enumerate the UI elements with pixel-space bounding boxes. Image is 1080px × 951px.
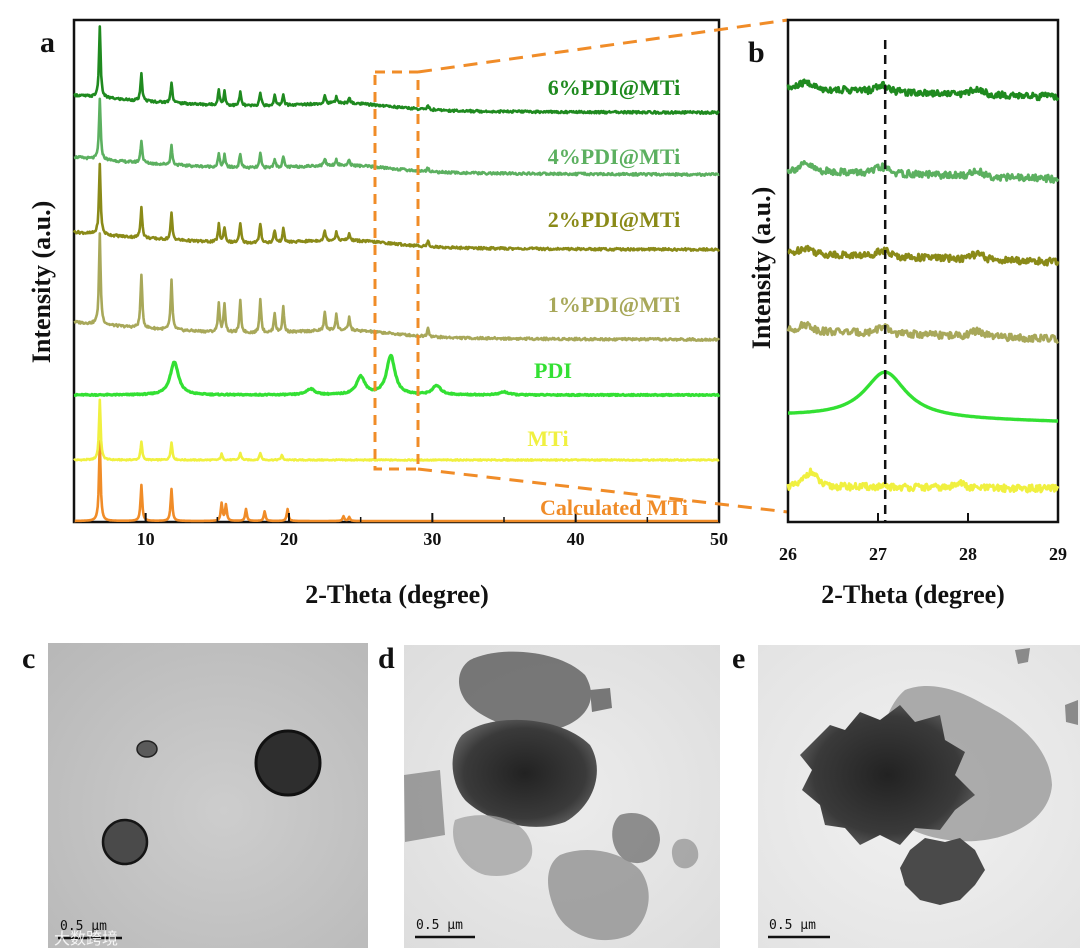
panel-letter-d: d: [378, 642, 395, 675]
tem-d-fragment-bottom: [548, 850, 649, 941]
panel-a-tick-label: 30: [423, 529, 441, 549]
zoom-window-box: [373, 70, 420, 471]
panel-a-tick-label: 50: [710, 529, 728, 549]
xrd-curve-mti: [73, 398, 720, 462]
panel-b-curves: [786, 78, 1060, 494]
tem-d-fragment-edge: [671, 838, 699, 869]
panel-a-tick-label: 20: [280, 529, 298, 549]
zoom-curve-mti: [786, 467, 1060, 494]
panel-a-tick-label: 40: [567, 529, 585, 549]
tem-d-aggregate-top: [458, 651, 591, 730]
panel-b-tick-label: 29: [1049, 544, 1067, 564]
xrd-curve-2-pdi-mti: [72, 162, 721, 252]
panel-letter-c: c: [22, 642, 35, 675]
panel-b-zoom-chart: 26 27 28 29 b 2-Theta (degree) Intensity (a…: [747, 18, 1067, 609]
label-1pct-pdi-mti: 1%PDI@MTi: [548, 292, 681, 317]
panel-a-x-ticks: 10 20 30 40 50: [73, 513, 728, 549]
tem-e-scale-label: 0.5 μm: [769, 918, 816, 933]
xrd-curve-6-pdi-mti: [73, 25, 720, 115]
tem-c-particle-small: [136, 740, 158, 758]
xrd-curve-pdi: [73, 353, 721, 398]
tem-d-scale-label: 0.5 μm: [416, 918, 463, 933]
watermark-text: 大数跨境: [54, 929, 118, 948]
panel-b-tick-label: 26: [779, 544, 797, 564]
tem-d-fragment-center: [453, 815, 533, 876]
zoom-connector-bottom: [417, 467, 789, 514]
label-2pct-pdi-mti: 2%PDI@MTi: [548, 207, 681, 232]
zoom-curve-pdi: [787, 370, 1059, 423]
panel-d-tem-image: d 0.5 μm: [378, 642, 720, 948]
xrd-curve-4-pdi-mti: [73, 97, 720, 177]
panel-a-tick-label: 10: [137, 529, 155, 549]
zoom-connector-lines: [417, 18, 789, 514]
panel-a-x-axis-title: 2-Theta (degree): [305, 580, 489, 609]
panel-b-x-axis-title: 2-Theta (degree): [821, 580, 1005, 609]
xrd-curve-1-pdi-mti: [73, 232, 721, 342]
label-calculated-mti: Calculated MTi: [540, 495, 688, 520]
tem-c-particle-medium: [101, 818, 149, 866]
xrd-curve-calculated-mti: [73, 439, 720, 523]
tem-c-scale-label: 0.5 μm: [60, 919, 107, 934]
label-6pct-pdi-mti: 6%PDI@MTi: [548, 75, 681, 100]
tem-e-flower-bottom: [900, 838, 985, 905]
tem-d-fragment-left: [404, 770, 445, 842]
panel-letter-a: a: [40, 26, 55, 59]
panel-b-y-axis-title: Intensity (a.u.): [747, 187, 776, 350]
tem-c-particle-large: [254, 729, 322, 797]
tem-e-fragment-top: [1015, 648, 1030, 664]
panel-letter-b: b: [748, 36, 765, 69]
panel-b-plot-frame: [786, 18, 1060, 524]
panel-c-tem-image: c 0.5 μm 大数跨境: [22, 642, 368, 948]
panel-a-xrd-chart: 10 20 30 40 50 a 2-Theta (degree) Intensity …: [27, 18, 728, 609]
panel-b-tick-label: 27: [869, 544, 887, 564]
panel-a-y-axis-title: Intensity (a.u.): [27, 201, 56, 364]
tem-d-fragment-right: [612, 812, 660, 864]
zoom-curve-2-pdi-mti: [787, 244, 1060, 267]
zoom-connector-top: [417, 18, 789, 74]
tem-d-fragment-small: [590, 688, 612, 712]
tem-c-background: [48, 643, 368, 948]
panel-e-tem-image: e 0.5 μm: [732, 642, 1080, 948]
label-4pct-pdi-mti: 4%PDI@MTi: [548, 144, 681, 169]
zoom-curve-6-pdi-mti: [786, 78, 1060, 102]
panel-b-x-ticks: 26 27 28 29: [779, 513, 1067, 564]
tem-e-flower-main: [800, 705, 975, 845]
tem-d-aggregate-main: [452, 719, 597, 827]
zoom-curve-1-pdi-mti: [786, 320, 1060, 344]
label-pdi: PDI: [534, 358, 572, 383]
panel-letter-e: e: [732, 642, 745, 675]
zoom-curve-4-pdi-mti: [786, 160, 1060, 184]
panel-b-tick-label: 28: [959, 544, 977, 564]
panel-a-curves: [72, 25, 721, 523]
tem-e-fragment-right: [1065, 700, 1078, 725]
label-mti: MTi: [527, 426, 568, 451]
